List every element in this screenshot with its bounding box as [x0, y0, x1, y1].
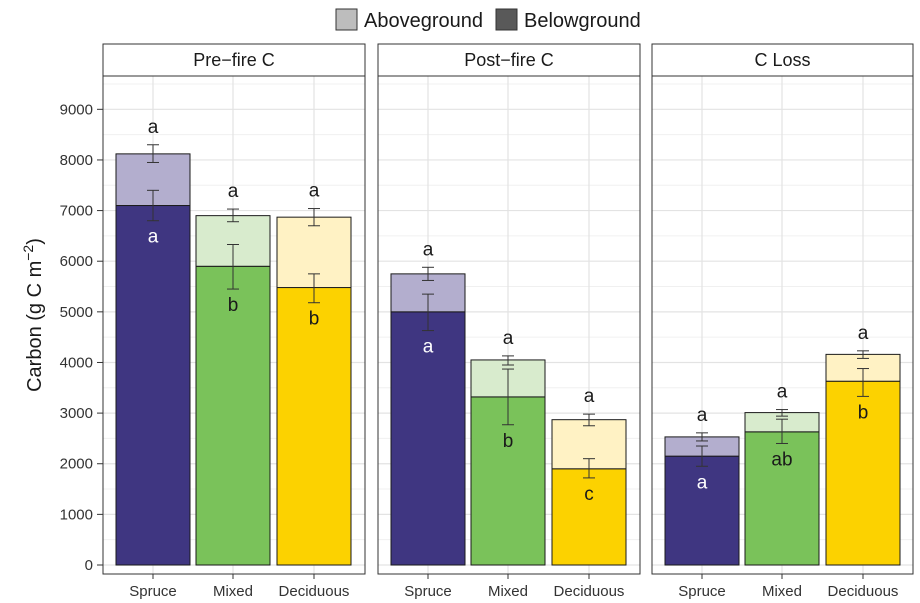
panel-border — [377, 75, 641, 575]
bar-belowground — [115, 205, 191, 566]
y-tick-label: 1000 — [60, 506, 93, 523]
error-bar-belowground — [308, 273, 320, 304]
significance-letter-below: b — [858, 402, 869, 423]
panel-title: Post−fire C — [464, 50, 554, 70]
x-tick-label: Spruce — [678, 583, 726, 600]
significance-letter-below: a — [697, 472, 708, 493]
y-tick-label: 7000 — [60, 203, 93, 220]
y-tick-label: 3000 — [60, 405, 93, 422]
significance-letter-above: a — [148, 117, 159, 138]
error-bar-total — [147, 144, 159, 163]
significance-letter-below: b — [503, 431, 514, 452]
significance-letter-below: b — [309, 309, 320, 330]
legend-label-aboveground: Aboveground — [364, 10, 483, 32]
significance-letter-below: b — [228, 295, 239, 316]
y-tick-label: 4000 — [60, 354, 93, 371]
error-bar-total — [696, 432, 708, 442]
error-bar-belowground — [227, 244, 239, 290]
error-bar-total — [583, 413, 595, 427]
y-axis-title-sup: −2 — [20, 245, 36, 261]
x-tick-label: Spruce — [129, 583, 177, 600]
x-tick-label: Deciduous — [828, 583, 899, 600]
error-bar-belowground — [502, 368, 514, 426]
x-tick-label: Mixed — [488, 583, 528, 600]
legend-label-belowground: Belowground — [524, 10, 641, 32]
error-bar-belowground — [776, 418, 788, 444]
panel-0: Pre−fire C a a Spruce a b Mixed a b Deciduous — [102, 43, 366, 600]
significance-letter-above: a — [309, 181, 320, 202]
error-bar-belowground — [696, 445, 708, 467]
legend: Aboveground Belowground — [335, 8, 641, 32]
x-tick-label: Deciduous — [279, 583, 350, 600]
panel-strip — [377, 43, 641, 77]
panel-title: C Loss — [754, 50, 810, 70]
error-bar-total — [308, 208, 320, 227]
significance-letter-below: ab — [771, 449, 792, 470]
panel-title: Pre−fire C — [193, 50, 275, 70]
significance-letter-above: a — [858, 323, 869, 344]
bar-belowground — [390, 311, 466, 566]
significance-letter-above: a — [697, 405, 708, 426]
y-tick-label: 8000 — [60, 152, 93, 169]
chart-panels: Pre−fire CaaSpruceabMixedabDeciduousPost… — [102, 43, 914, 600]
error-bar-total — [776, 409, 788, 417]
y-tick-label: 6000 — [60, 253, 93, 270]
y-axis-title-main: Carbon (g C m — [24, 261, 46, 392]
bar-belowground — [744, 431, 820, 566]
y-tick-label: 0 — [85, 557, 93, 574]
y-axis-title: Carbon (g C m−2) — [20, 238, 46, 392]
panel-border — [651, 75, 914, 575]
significance-letter-below: c — [584, 484, 594, 505]
x-tick-label: Deciduous — [554, 583, 625, 600]
legend-swatch-aboveground — [335, 8, 358, 31]
bar-belowground — [664, 455, 740, 566]
significance-letter-above: a — [503, 328, 514, 349]
significance-letter-above: a — [423, 239, 434, 260]
error-bar-belowground — [857, 368, 869, 397]
significance-letter-above: a — [777, 382, 788, 403]
error-bar-total — [857, 350, 869, 359]
error-bar-total — [502, 355, 514, 366]
legend-swatch-belowground — [495, 8, 518, 31]
bar-belowground — [195, 265, 271, 566]
error-bar-total — [227, 208, 239, 223]
significance-letter-below: a — [148, 227, 159, 248]
x-tick-label: Mixed — [213, 583, 253, 600]
significance-letter-below: a — [423, 337, 434, 358]
y-tick-label: 2000 — [60, 456, 93, 473]
error-bar-total — [422, 266, 434, 281]
significance-letter-above: a — [228, 181, 239, 202]
error-bar-belowground — [422, 293, 434, 332]
error-bar-belowground — [583, 458, 595, 479]
panel-border — [102, 75, 366, 575]
panel-1: Post−fire C a a Spruce a b Mixed a c Deciduous — [377, 43, 641, 600]
significance-letter-above: a — [584, 386, 595, 407]
y-tick-label: 9000 — [60, 101, 93, 118]
y-axis-title-close: ) — [24, 238, 46, 245]
panel-strip — [102, 43, 366, 77]
x-tick-label: Spruce — [404, 583, 452, 600]
error-bar-belowground — [147, 189, 159, 222]
x-tick-label: Mixed — [762, 583, 802, 600]
y-axis: 0 1000 2000 3000 4000 5000 6000 7000 8000 9000 — [60, 101, 103, 574]
bar-belowground — [551, 468, 627, 566]
y-tick-label: 5000 — [60, 304, 93, 321]
